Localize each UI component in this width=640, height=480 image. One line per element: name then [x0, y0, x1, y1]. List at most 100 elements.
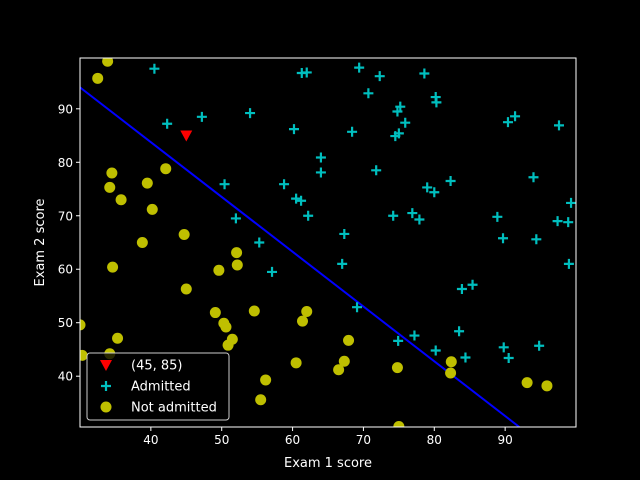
query-point [180, 130, 193, 142]
admitted-point [510, 111, 521, 122]
admitted-point [528, 172, 539, 183]
admitted-point [219, 179, 230, 190]
x-axis-label: Exam 1 score [284, 456, 372, 471]
admitted-point [503, 353, 514, 364]
not-admitted-point [80, 349, 88, 361]
admitted-point [563, 217, 574, 228]
not-admitted-point [178, 228, 190, 240]
axes-frame [79, 57, 577, 428]
legend-label: Not admitted [131, 401, 217, 416]
admitted-point [534, 340, 545, 351]
x-tick-label: 90 [498, 433, 513, 447]
x-axis-ticks: 40 50 60 70 80 90 [143, 427, 513, 447]
y-tick-label: 40 [58, 370, 73, 384]
y-axis-ticks: 40 50 60 70 80 90 [58, 102, 80, 384]
x-tick-label: 50 [214, 433, 229, 447]
admitted-point [196, 111, 207, 122]
admitted-point [291, 193, 302, 204]
not-admitted-point [146, 203, 158, 215]
y-tick-label: 80 [58, 156, 73, 170]
admitted-point [552, 216, 563, 227]
admitted-point [431, 97, 442, 108]
admitted-point [347, 126, 358, 137]
not-admitted-point [209, 307, 221, 319]
x-tick-label: 80 [427, 433, 442, 447]
not-admitted-point [333, 364, 345, 376]
x-tick-label: 60 [285, 433, 300, 447]
not-admitted-point [445, 356, 457, 368]
admitted-point [429, 187, 440, 198]
legend-label: (45, 85) [131, 359, 183, 374]
not-admitted-point [102, 58, 114, 67]
not-admitted-point [112, 332, 124, 344]
legend-not-admitted-marker [100, 401, 112, 413]
not-admitted-point [136, 237, 148, 248]
admitted-point [149, 63, 160, 74]
y-tick-label: 70 [58, 209, 73, 223]
admitted-point [395, 101, 406, 112]
admitted-point [414, 214, 425, 225]
admitted-point [454, 326, 465, 337]
admitted-point [393, 335, 404, 346]
not-admitted-point [160, 163, 172, 175]
data-points [80, 58, 576, 427]
y-tick-label: 60 [58, 263, 73, 277]
admitted-point [407, 208, 418, 219]
admitted-point [419, 68, 430, 79]
not-admitted-point [248, 305, 260, 317]
not-admitted-point [226, 333, 238, 345]
not-admitted-point [104, 181, 116, 193]
admitted-point [230, 213, 241, 224]
not-admitted-point [115, 194, 127, 206]
admitted-point [363, 88, 374, 99]
not-admitted-point [255, 394, 267, 406]
admitted-point [374, 71, 385, 82]
admitted-point [563, 258, 574, 269]
not-admitted-point [141, 177, 153, 189]
not-admitted-point [301, 305, 313, 317]
admitted-point [254, 237, 265, 248]
not-admitted-point [107, 261, 119, 273]
not-admitted-point [180, 283, 192, 295]
admitted-point [288, 124, 299, 135]
not-admitted-point [92, 72, 104, 84]
not-admitted-point [231, 259, 243, 271]
not-admitted-point [445, 367, 457, 379]
legend-admitted-marker [101, 381, 111, 391]
admitted-point [301, 67, 312, 78]
admitted-point [409, 330, 420, 341]
admitted-point [388, 210, 399, 221]
y-tick-label: 90 [58, 102, 73, 116]
not-admitted-point [213, 264, 225, 276]
not-admitted-point [393, 420, 405, 427]
admitted-point [279, 179, 290, 190]
not-admitted-point [541, 380, 553, 392]
admitted-point [492, 211, 503, 222]
not-admitted-point [260, 374, 272, 386]
legend-label: Admitted [131, 380, 191, 395]
not-admitted-point [106, 167, 118, 179]
admitted-point [553, 120, 564, 131]
not-admitted-point [290, 357, 302, 369]
admitted-point [467, 279, 478, 290]
plot-area [80, 58, 576, 427]
admitted-point [456, 284, 467, 295]
not-admitted-point [338, 355, 350, 367]
admitted-point [267, 266, 278, 277]
admitted-point [296, 195, 307, 206]
admitted-point [566, 197, 576, 208]
y-axis-label: Exam 2 score [33, 198, 48, 286]
admitted-point [315, 167, 326, 178]
admitted-point [498, 233, 509, 244]
admitted-point [371, 165, 382, 176]
x-tick-label: 40 [143, 433, 158, 447]
admitted-point [354, 62, 365, 73]
admitted-point [400, 117, 411, 128]
not-admitted-point [296, 315, 308, 327]
admitted-point [502, 117, 513, 128]
not-admitted-point [80, 319, 86, 331]
not-admitted-point [391, 362, 403, 374]
legend: (45, 85) Admitted Not admitted [86, 352, 230, 421]
x-tick-label: 70 [356, 433, 371, 447]
not-admitted-point [220, 321, 232, 333]
